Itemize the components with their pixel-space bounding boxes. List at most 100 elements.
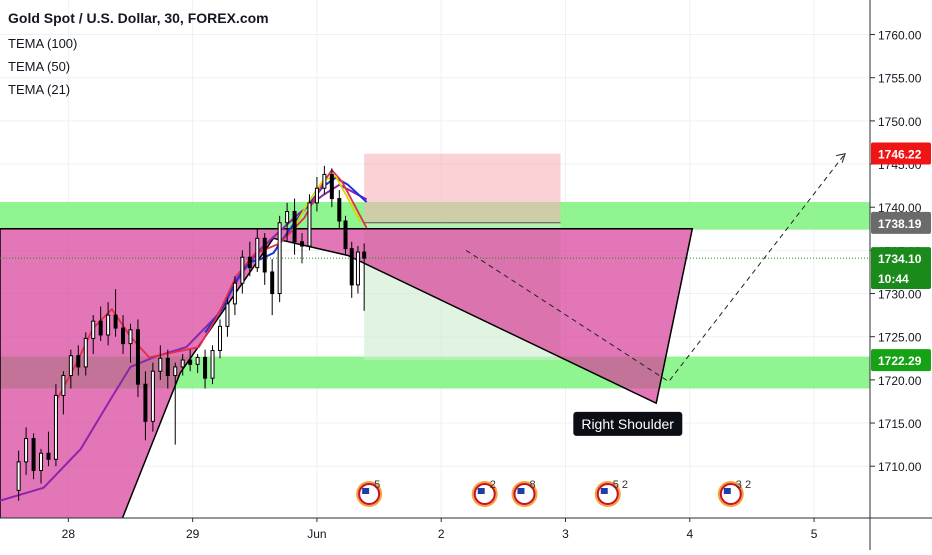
candle[interactable]: [121, 315, 126, 354]
price-badge-bg: [871, 247, 931, 270]
price-badge-zone[interactable]: 1722.29: [871, 349, 931, 372]
candle[interactable]: [255, 228, 260, 272]
candle[interactable]: [135, 319, 140, 398]
candle[interactable]: [16, 450, 21, 501]
event-icon-canton: [362, 488, 370, 494]
candle[interactable]: [232, 276, 237, 316]
candle[interactable]: [343, 215, 348, 255]
candle[interactable]: [98, 306, 103, 342]
candle[interactable]: [270, 259, 275, 316]
stop-loss-box[interactable]: [364, 153, 561, 223]
candle[interactable]: [76, 345, 81, 376]
legend-tema-21[interactable]: TEMA (21): [8, 82, 71, 97]
event-flag-icon[interactable]: 8: [511, 479, 538, 507]
candle[interactable]: [285, 202, 290, 242]
candle[interactable]: [240, 250, 245, 294]
price-badge-timer[interactable]: 10:44: [871, 266, 931, 289]
price-badge-target[interactable]: 1746.22: [871, 142, 931, 165]
candle-body: [343, 220, 348, 250]
candle[interactable]: [91, 315, 96, 354]
candle-body: [24, 438, 29, 463]
time-tick-label: 5: [811, 527, 818, 541]
candle[interactable]: [83, 332, 88, 376]
time-axis[interactable]: 28 29 Jun 2 3 4 5: [0, 517, 932, 541]
candle-body: [143, 383, 148, 422]
candle[interactable]: [158, 345, 163, 380]
candle[interactable]: [53, 384, 58, 467]
legend-tema-50[interactable]: TEMA (50): [8, 59, 71, 74]
candle[interactable]: [61, 371, 66, 415]
candle[interactable]: [210, 345, 215, 385]
candle-body: [46, 452, 51, 460]
candle-body: [150, 370, 155, 422]
event-count: 8: [529, 479, 535, 491]
event-flag-icon[interactable]: 5: [356, 479, 383, 507]
candle[interactable]: [337, 189, 342, 229]
candle-body: [262, 237, 267, 273]
candle[interactable]: [262, 233, 267, 285]
price-badge-level[interactable]: 1738.19: [871, 211, 931, 234]
candle[interactable]: [106, 302, 111, 346]
candle[interactable]: [322, 165, 327, 195]
candle-body: [329, 173, 334, 200]
annotation-text: Right Shoulder: [581, 416, 674, 432]
event-icon-canton: [600, 488, 608, 494]
candle[interactable]: [46, 431, 51, 467]
time-tick-label: 29: [186, 527, 200, 541]
candle-body: [173, 366, 178, 377]
candle[interactable]: [247, 241, 252, 277]
candle[interactable]: [24, 427, 29, 475]
price-badge-last[interactable]: 1734.10: [871, 247, 931, 270]
candle-body: [39, 452, 44, 472]
tema-21-line[interactable]: [55, 169, 368, 402]
price-badge-text: 1734.10: [878, 252, 922, 266]
candle[interactable]: [68, 349, 73, 389]
candle[interactable]: [39, 448, 44, 484]
event-icon-canton: [723, 488, 731, 494]
candle-body: [337, 198, 342, 222]
candle[interactable]: [314, 176, 319, 212]
candle[interactable]: [307, 194, 312, 251]
candle[interactable]: [173, 362, 178, 445]
candle[interactable]: [150, 362, 155, 432]
candle[interactable]: [292, 198, 297, 255]
event-icon-canton: [517, 488, 525, 494]
candle[interactable]: [355, 246, 360, 294]
candle[interactable]: [143, 371, 148, 441]
time-tick-label: 4: [686, 527, 693, 541]
candle[interactable]: [362, 243, 367, 311]
event-flag-icon[interactable]: 3 2: [717, 479, 751, 507]
candle-body: [16, 461, 21, 491]
candle-body: [180, 359, 185, 368]
candle[interactable]: [195, 353, 200, 373]
candle[interactable]: [329, 168, 334, 208]
candle[interactable]: [300, 233, 305, 264]
candle[interactable]: [203, 349, 208, 389]
projection-path[interactable]: [465, 153, 846, 383]
candle[interactable]: [180, 353, 185, 376]
candle-body: [83, 337, 88, 368]
candle-body: [362, 251, 367, 259]
candle[interactable]: [188, 349, 193, 372]
candle-body: [255, 237, 260, 269]
event-flag-icon[interactable]: 2: [471, 479, 498, 507]
plot-area[interactable]: Right Shoulder: [0, 0, 870, 535]
candle[interactable]: [31, 433, 36, 480]
candle[interactable]: [165, 349, 170, 389]
candle[interactable]: [113, 289, 118, 337]
candle[interactable]: [217, 319, 222, 359]
price-badge-bg: [871, 142, 931, 165]
legend-tema-100[interactable]: TEMA (100): [8, 36, 78, 51]
price-badge-text: 1746.22: [878, 148, 922, 162]
candle-body: [98, 320, 103, 336]
price-badge-bg: [871, 349, 931, 372]
candle[interactable]: [277, 215, 282, 303]
price-axis[interactable]: 1710.001715.001720.001725.001730.001735.…: [869, 0, 922, 550]
candle[interactable]: [225, 297, 230, 337]
event-flag-icon[interactable]: 5 2: [594, 479, 628, 507]
annotation-label[interactable]: Right Shoulder: [573, 411, 683, 436]
candle[interactable]: [349, 241, 354, 298]
candle[interactable]: [128, 323, 133, 363]
